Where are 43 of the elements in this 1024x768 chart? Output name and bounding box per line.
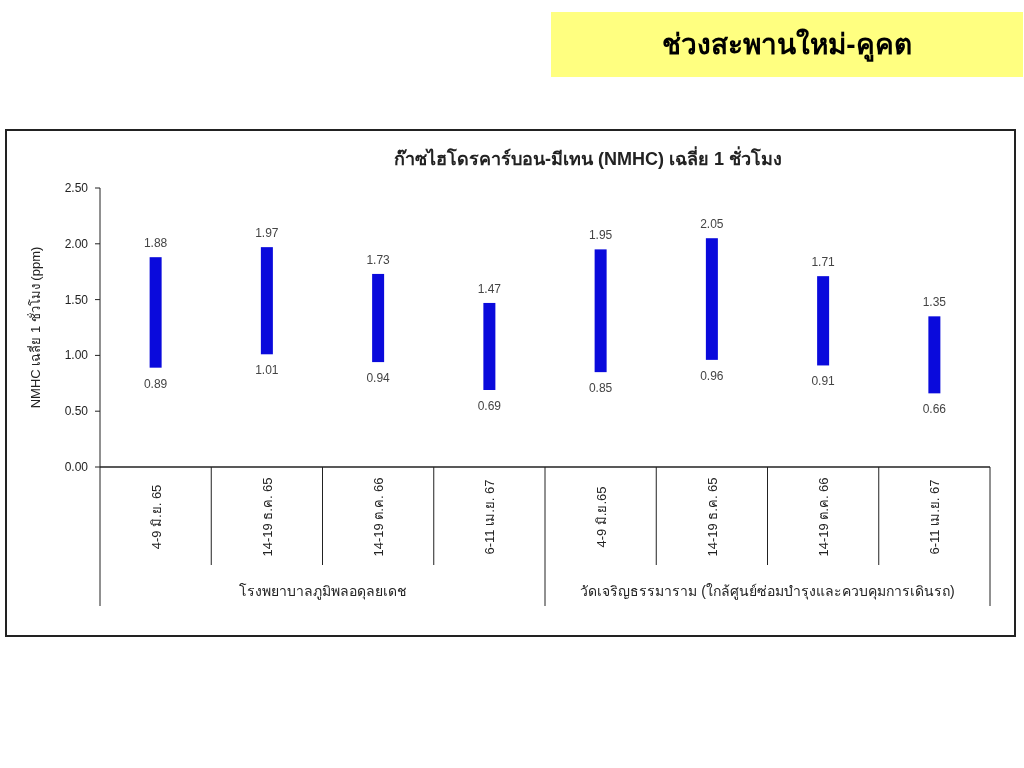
text: วัดเจริญธรรมาราม (ใกล้ศูนย์ซ่อมบำรุงและควบคุมการเดินรถ) — [580, 583, 955, 600]
x-tick-label: 14-19 ธ.ค. 65 — [704, 477, 720, 557]
bar — [372, 273, 385, 363]
x-tick-label: 4-9 มิ.ย.65 — [593, 486, 609, 548]
y-axis-title: NMHC เฉลี่ย 1 ชั่วโมง (ppm) — [27, 246, 43, 409]
annotation: 0.85 — [588, 381, 613, 396]
x-tick-label: 14-19 ต.ค. 66 — [371, 477, 387, 557]
annotation: 0.89 — [143, 376, 168, 391]
bar — [594, 249, 607, 373]
data-label: 1.73 — [366, 252, 391, 267]
y-tick-label: 0.00 — [64, 460, 89, 474]
annotation: 0.96 — [700, 368, 724, 383]
bar — [705, 238, 718, 360]
text: โรงพยาบาลภูมิพลอดุลยเดช — [238, 583, 407, 600]
data-label: 2.05 — [700, 217, 724, 232]
bar — [260, 247, 273, 355]
x-tick-label: 6-11 เม.ย. 67 — [482, 479, 498, 555]
x-tick-label: 6-11 เม.ย. 67 — [927, 479, 943, 555]
chart-title: ช่วงสะพานใหม่-คูคต — [662, 28, 912, 62]
data-label: 1.71 — [811, 255, 836, 270]
x-tick-label: 14-19 ต.ค. 66 — [816, 477, 832, 557]
bar — [149, 257, 162, 368]
annotation: 0.91 — [811, 374, 836, 389]
x-tick-label: 4-9 มิ.ย. 65 — [148, 484, 164, 550]
annotation: 1.01 — [255, 363, 279, 378]
y-tick-label: 0.50 — [64, 404, 89, 419]
x-tick-label: 14-19 ธ.ค. 65 — [259, 477, 275, 557]
data-label: 1.88 — [143, 236, 168, 251]
y-tick-label: 1.50 — [64, 292, 89, 307]
y-tick-label: 1.00 — [64, 348, 89, 363]
chart-subtitle: ก๊าซไฮโดรคาร์บอน-มีเทน (NMHC) เฉลี่ย 1 ชั่วโมง — [394, 146, 782, 169]
y-tick-label: 2.00 — [64, 236, 89, 251]
bar — [928, 316, 941, 394]
bar — [817, 276, 830, 366]
data-label: 1.97 — [255, 226, 279, 241]
data-label: 1.95 — [588, 228, 613, 243]
annotation: 0.66 — [922, 402, 947, 417]
data-label: 1.35 — [922, 295, 947, 310]
annotation: 0.69 — [477, 399, 502, 413]
bar — [483, 302, 496, 390]
data-label: 1.47 — [477, 281, 502, 296]
y-tick-label: 2.50 — [64, 181, 89, 195]
annotation: 0.94 — [366, 371, 391, 386]
